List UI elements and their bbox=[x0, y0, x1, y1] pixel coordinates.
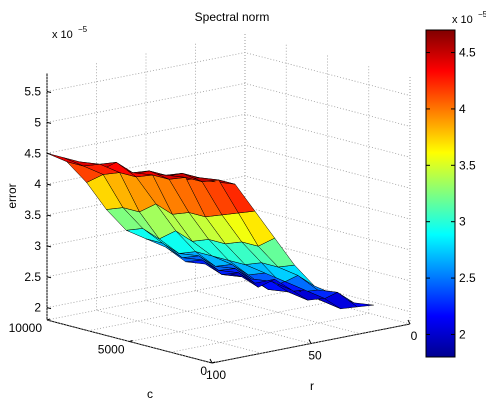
surface-patch bbox=[46, 153, 84, 167]
colorbar-tick-label: 4.5 bbox=[459, 46, 476, 60]
z-tick-label: 5 bbox=[34, 115, 41, 129]
z-tick-label: 2 bbox=[34, 301, 41, 315]
colorbar-tick-label: 4 bbox=[459, 102, 466, 116]
colorbar-tick-label: 3 bbox=[459, 215, 466, 229]
c-tick-mark bbox=[129, 340, 133, 342]
c-tick-label: 0 bbox=[200, 364, 207, 378]
r-tick-labels: 100 50 0 bbox=[206, 319, 418, 382]
grid-line-z bbox=[46, 113, 411, 158]
colorbar-tick-label: 2.5 bbox=[459, 271, 476, 285]
colorbar-exponent-label: x 10 bbox=[452, 14, 473, 26]
grid-line-c-floor bbox=[46, 280, 246, 321]
c-axis-label: c bbox=[147, 387, 153, 401]
z-tick-mark bbox=[46, 245, 52, 248]
c-tick-mark bbox=[211, 361, 216, 364]
colorbar: 2 2.5 3 3.5 4 4.5 x 10 −5 bbox=[425, 10, 486, 358]
grid-line-z bbox=[46, 52, 411, 96]
grid-line-c-floor bbox=[88, 291, 287, 332]
r-tick-mark bbox=[308, 339, 312, 344]
z-tick-label: 3 bbox=[34, 239, 41, 253]
z-exponent: x 10 −5 bbox=[52, 25, 88, 41]
grid-line-c-floor bbox=[211, 323, 411, 364]
c-tick-mark bbox=[46, 318, 51, 321]
c-tick-labels: 10000 5000 0 bbox=[9, 318, 216, 378]
colorbar-tick-label: 3.5 bbox=[459, 158, 476, 172]
grid-line-c-floor bbox=[170, 312, 369, 353]
c-tick-label: 10000 bbox=[9, 321, 43, 335]
chart-title: Spectral norm bbox=[195, 10, 270, 24]
grid-line-z bbox=[46, 175, 411, 220]
grid-line-c-floor bbox=[129, 302, 328, 342]
z-tick-label: 2.5 bbox=[24, 270, 41, 284]
r-tick-label: 0 bbox=[411, 329, 418, 343]
r-tick-label: 50 bbox=[308, 349, 322, 363]
grid-line-z bbox=[46, 82, 411, 127]
z-tick-label: 4.5 bbox=[24, 146, 41, 160]
r-tick-label: 100 bbox=[206, 368, 226, 382]
z-tick-mark bbox=[46, 121, 52, 124]
z-tick-mark bbox=[46, 214, 52, 217]
colorbar-ticks: 2 2.5 3 3.5 4 4.5 bbox=[426, 46, 476, 341]
c-tick-label: 5000 bbox=[98, 343, 125, 357]
surface-mesh bbox=[46, 153, 374, 310]
z-tick-labels: 2 2.5 3 3.5 4 4.5 5 5.5 bbox=[24, 85, 52, 315]
r-axis-label: r bbox=[310, 379, 314, 393]
z-tick-label: 5.5 bbox=[24, 85, 41, 99]
colorbar-gradient bbox=[425, 29, 456, 358]
z-tick-mark bbox=[46, 307, 52, 310]
z-exponent-label: x 10 bbox=[52, 29, 73, 41]
z-tick-mark bbox=[46, 91, 52, 94]
z-exponent-power: −5 bbox=[78, 25, 88, 34]
colorbar-tick-label: 2 bbox=[459, 327, 466, 341]
r-tick-mark bbox=[209, 358, 213, 364]
z-tick-mark bbox=[46, 276, 52, 279]
z-tick-label: 3.5 bbox=[24, 208, 41, 222]
z-tick-mark bbox=[46, 183, 52, 186]
grid-line-r-floor bbox=[145, 300, 312, 344]
z-axis-label: error bbox=[5, 183, 19, 208]
colorbar-exponent-power: −5 bbox=[478, 10, 486, 19]
z-tick-label: 4 bbox=[34, 177, 41, 191]
r-tick-mark bbox=[407, 319, 411, 325]
